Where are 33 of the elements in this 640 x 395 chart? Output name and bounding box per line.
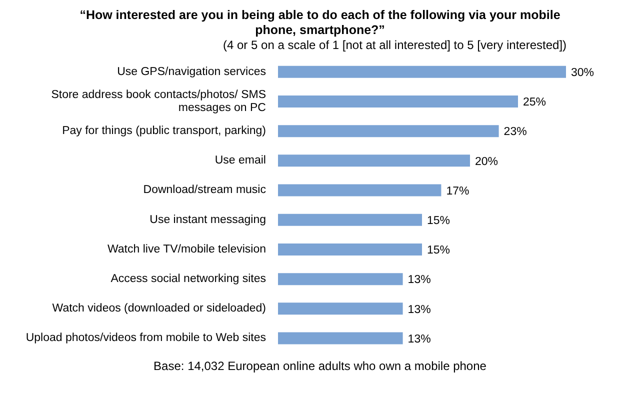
bar [278,66,566,78]
y-tick-label: Download/stream music [143,184,266,196]
data-label: 15% [427,244,450,257]
data-label: 13% [408,274,431,286]
y-tick-label: Access social networking sites [110,273,266,286]
y-tick-label: Upload photos/videos from mobile to Web sites [26,332,266,344]
data-label: 13% [408,304,431,316]
bar [278,302,403,315]
y-tick-label: Pay for things (public transport, parking) [62,125,266,138]
data-label: 30% [571,66,594,79]
data-label: 20% [475,156,498,168]
data-label: 23% [504,126,527,138]
chart-title: “How interested are you in being able to do each of the following via your mobile phone, smartphone?” [78,8,562,38]
bar [278,154,470,167]
chart-subtitle: (4 or 5 on a scale of 1 [not at all interested] to 5 [very interested]) [222,38,568,53]
y-tick-label: Use email [214,154,266,167]
bar [278,214,422,226]
text: Base: 14,032 European online adults who own a mobile phone [152,359,488,373]
y-tick-label: Use GPS/navigation services [117,66,266,78]
data-label: 13% [408,333,431,346]
bar [278,184,442,196]
bar [278,332,403,344]
bar [278,95,518,108]
y-tick-label: Watch videos (downloaded or sideloaded) [52,302,266,315]
bar [278,243,422,256]
y-tick-label: Use instant messaging [150,214,266,226]
bar [278,125,499,138]
y-tick-label: Store address book contacts/photos/ SMS messages on PC [51,88,266,114]
bar [278,273,403,286]
y-tick-label: Watch live TV/mobile television [107,243,266,256]
data-label: 17% [446,185,470,198]
data-label: 15% [427,214,450,227]
data-label: 25% [523,96,546,109]
